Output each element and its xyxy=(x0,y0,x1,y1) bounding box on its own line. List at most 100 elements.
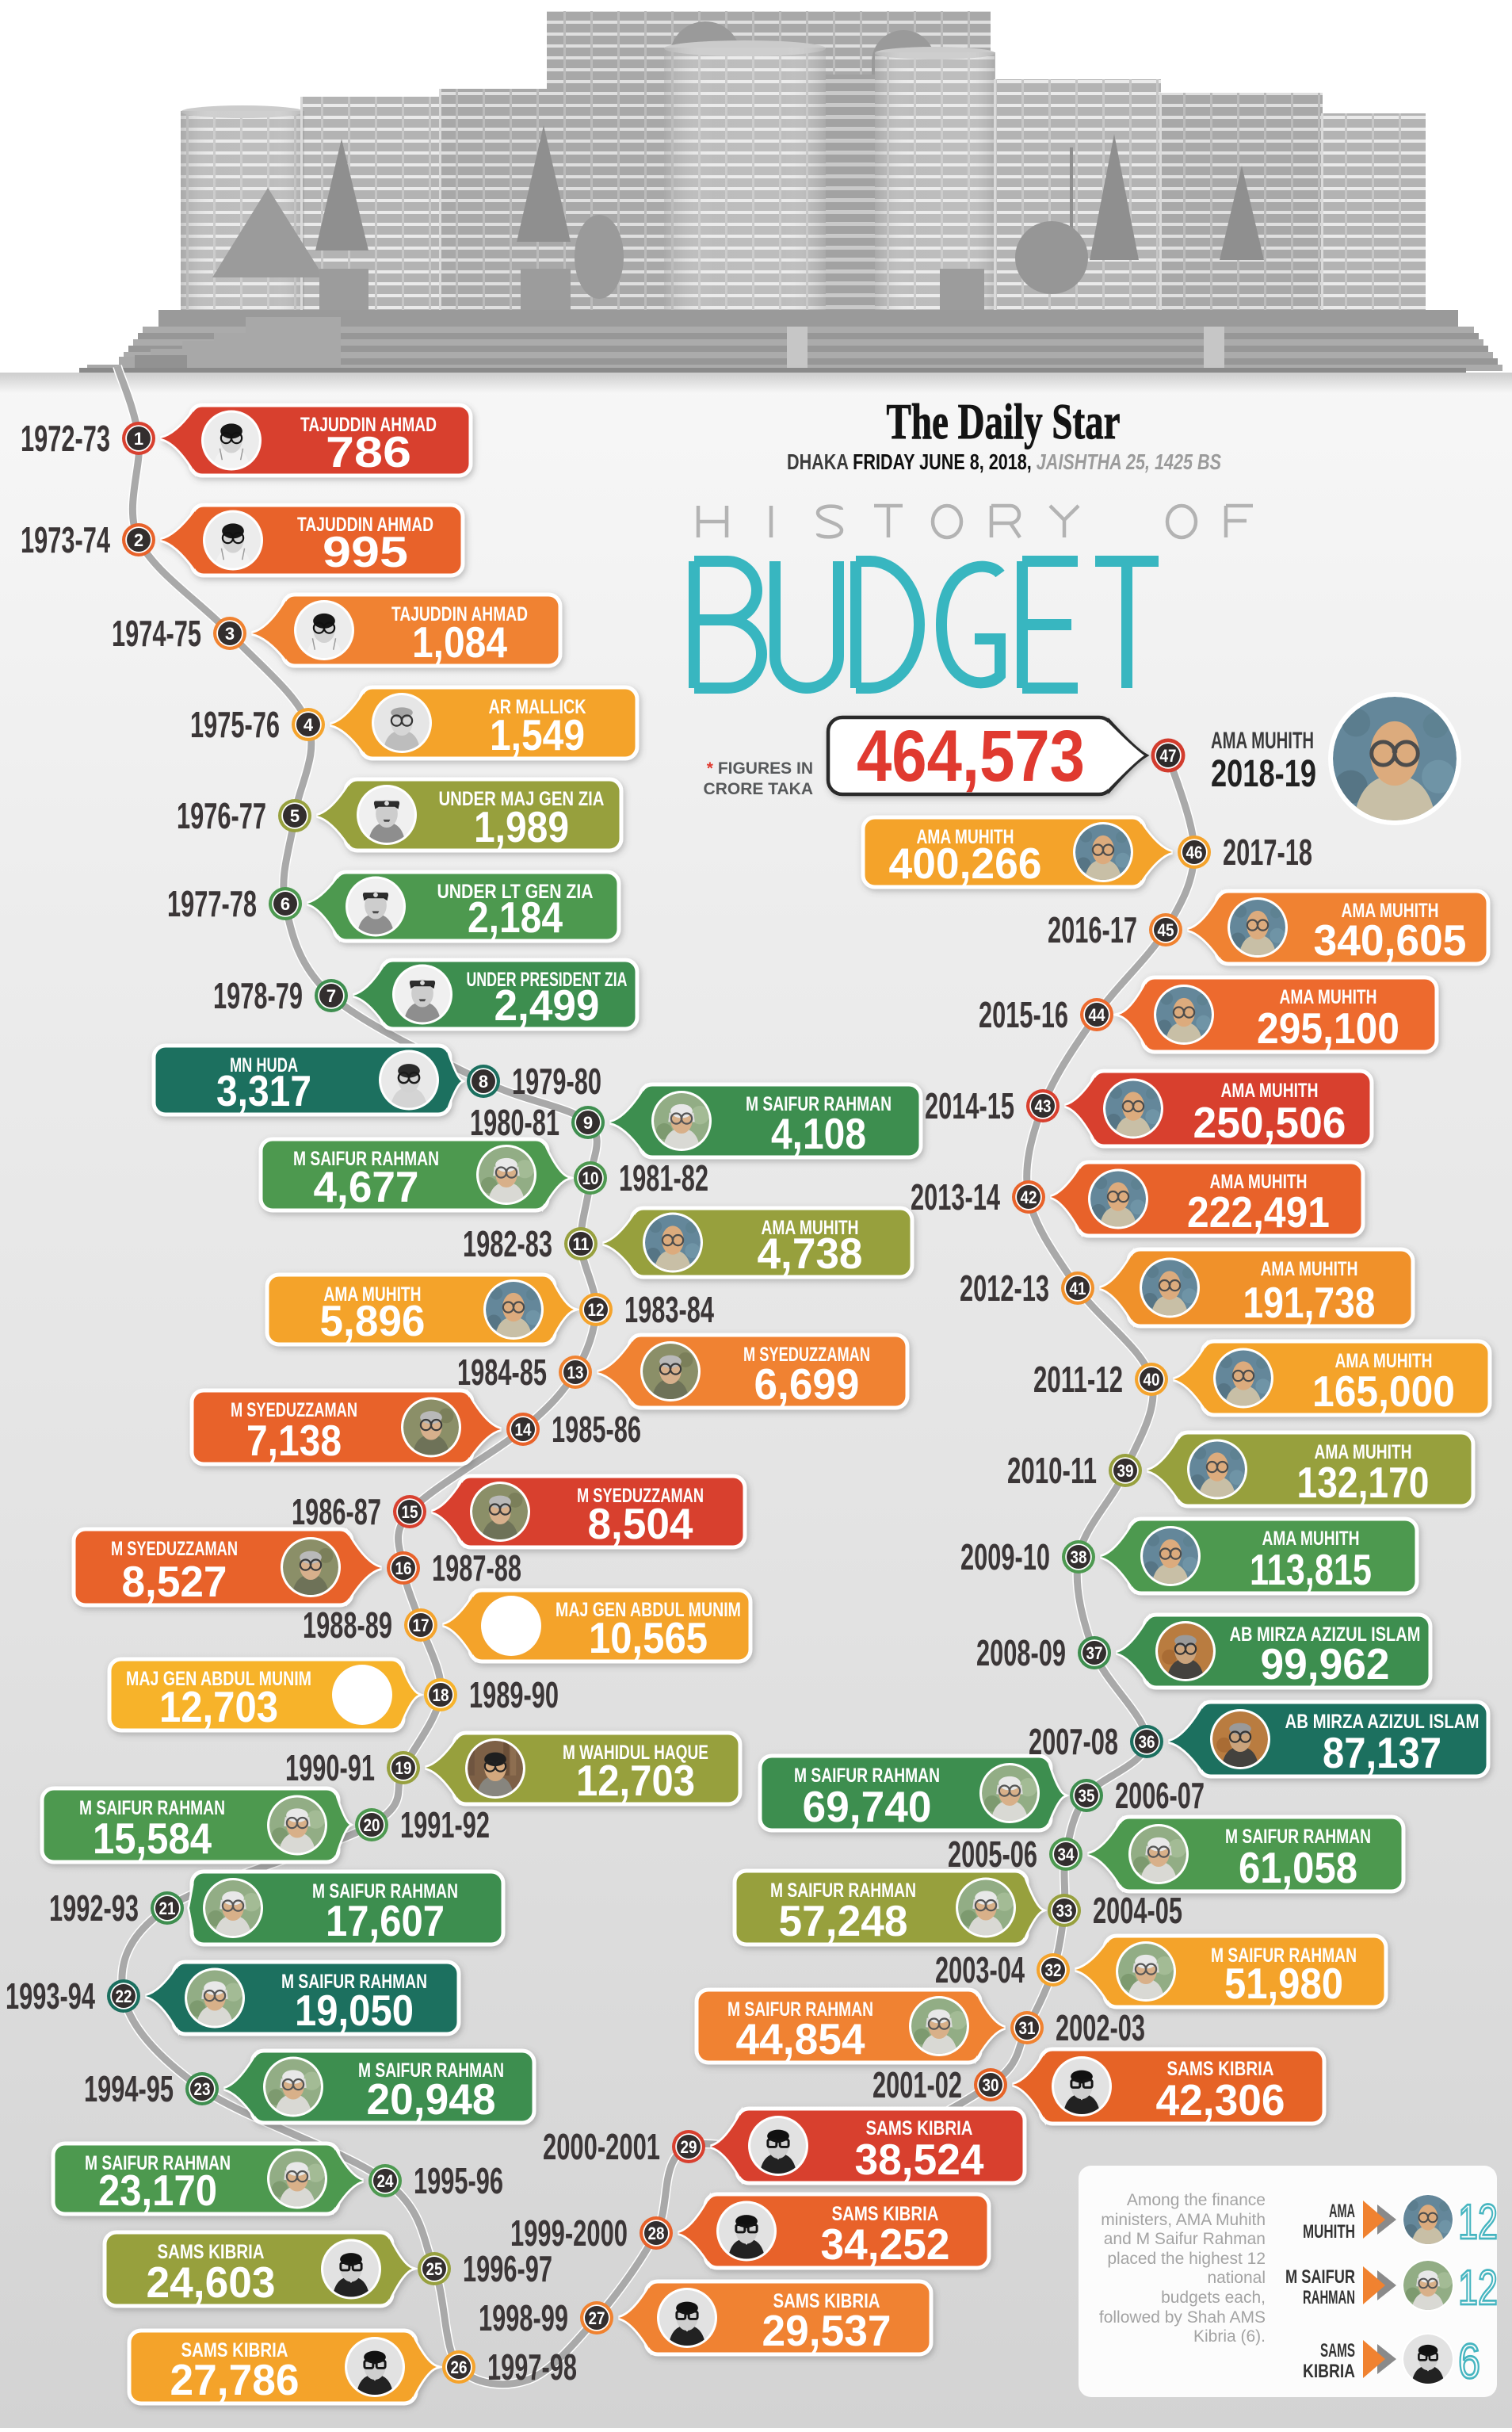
svg-text:M SAIFUR RAHMAN: M SAIFUR RAHMAN xyxy=(794,1765,940,1787)
svg-text:2005-06: 2005-06 xyxy=(948,1834,1037,1875)
svg-text:1981-82: 1981-82 xyxy=(619,1157,708,1199)
svg-text:2004-05: 2004-05 xyxy=(1093,1890,1182,1931)
svg-text:TAJUDDIN AHMAD: TAJUDDIN AHMAD xyxy=(297,514,433,536)
svg-text:MAJ GEN ABDUL MUNIM: MAJ GEN ABDUL MUNIM xyxy=(126,1668,311,1690)
svg-text:ministers, AMA Muhith: ministers, AMA Muhith xyxy=(1101,2211,1266,2229)
svg-text:1986-87: 1986-87 xyxy=(292,1491,381,1532)
svg-text:1992-93: 1992-93 xyxy=(49,1887,139,1929)
svg-text:1976-77: 1976-77 xyxy=(177,795,266,836)
svg-text:1998-99: 1998-99 xyxy=(479,2297,568,2338)
svg-text:12: 12 xyxy=(588,1300,605,1320)
svg-text:34,252: 34,252 xyxy=(821,2220,950,2269)
svg-text:M SAIFUR RAHMAN: M SAIFUR RAHMAN xyxy=(727,1998,873,2021)
svg-text:995: 995 xyxy=(323,527,408,576)
svg-text:2013-14: 2013-14 xyxy=(911,1176,1000,1218)
svg-text:1973-74: 1973-74 xyxy=(21,519,110,560)
svg-text:12,703: 12,703 xyxy=(576,1756,695,1805)
svg-text:1991-92: 1991-92 xyxy=(400,1804,490,1845)
svg-text:placed the highest 12: placed the highest 12 xyxy=(1107,2250,1266,2268)
svg-text:15,584: 15,584 xyxy=(93,1814,212,1863)
svg-text:340,605: 340,605 xyxy=(1314,916,1467,965)
svg-text:UNDER PRESIDENT ZIA: UNDER PRESIDENT ZIA xyxy=(467,969,628,991)
svg-text:M SAIFUR RAHMAN: M SAIFUR RAHMAN xyxy=(1211,1944,1357,1967)
svg-text:14: 14 xyxy=(515,1420,533,1440)
svg-text:7: 7 xyxy=(326,986,336,1006)
svg-text:UNDER LT GEN ZIA: UNDER LT GEN ZIA xyxy=(437,881,594,903)
svg-text:2008-09: 2008-09 xyxy=(976,1632,1066,1673)
svg-text:followed by Shah AMS: followed by Shah AMS xyxy=(1099,2308,1266,2327)
svg-text:1994-95: 1994-95 xyxy=(84,2068,174,2109)
svg-text:1980-81: 1980-81 xyxy=(470,1102,559,1143)
svg-text:20,948: 20,948 xyxy=(367,2074,496,2124)
svg-text:69,740: 69,740 xyxy=(803,1782,932,1831)
svg-text:34: 34 xyxy=(1058,1845,1075,1864)
svg-text:295,100: 295,100 xyxy=(1257,1004,1399,1053)
svg-text:M SAIFUR RAHMAN: M SAIFUR RAHMAN xyxy=(770,1879,916,1902)
svg-text:4: 4 xyxy=(304,715,314,735)
svg-text:20: 20 xyxy=(364,1815,380,1835)
svg-text:5,896: 5,896 xyxy=(320,1296,426,1345)
svg-text:1989-90: 1989-90 xyxy=(469,1674,559,1715)
svg-text:8: 8 xyxy=(479,1072,488,1092)
svg-text:18: 18 xyxy=(433,1685,449,1705)
svg-text:SAMS KIBRIA: SAMS KIBRIA xyxy=(1167,2058,1274,2080)
svg-text:AMA MUHITH: AMA MUHITH xyxy=(1342,900,1439,922)
svg-text:M WAHIDUL HAQUE: M WAHIDUL HAQUE xyxy=(563,1742,708,1764)
svg-text:MN HUDA: MN HUDA xyxy=(230,1054,298,1076)
svg-text:4,677: 4,677 xyxy=(314,1162,419,1211)
svg-text:UNDER MAJ GEN ZIA: UNDER MAJ GEN ZIA xyxy=(439,788,605,810)
svg-text:30: 30 xyxy=(983,2075,999,2095)
svg-text:1997-98: 1997-98 xyxy=(487,2346,577,2388)
svg-text:21: 21 xyxy=(159,1899,176,1918)
svg-text:budgets each,: budgets each, xyxy=(1161,2289,1266,2307)
svg-text:1985-86: 1985-86 xyxy=(552,1409,641,1450)
svg-text:15: 15 xyxy=(402,1502,418,1522)
svg-text:42,306: 42,306 xyxy=(1156,2075,1285,2124)
svg-text:M SAIFUR RAHMAN: M SAIFUR RAHMAN xyxy=(746,1093,892,1115)
svg-text:Kibria (6).: Kibria (6). xyxy=(1193,2327,1266,2346)
svg-text:2,184: 2,184 xyxy=(468,893,563,942)
svg-text:464,573: 464,573 xyxy=(857,716,1085,797)
svg-text:M SYEDUZZAMAN: M SYEDUZZAMAN xyxy=(577,1485,704,1507)
svg-text:M SAIFUR RAHMAN: M SAIFUR RAHMAN xyxy=(281,1971,427,1993)
svg-text:32: 32 xyxy=(1045,1960,1062,1980)
svg-text:The Daily Star: The Daily Star xyxy=(887,394,1121,449)
svg-text:1983-84: 1983-84 xyxy=(624,1289,714,1330)
svg-text:2000-2001: 2000-2001 xyxy=(543,2126,660,2167)
svg-text:10: 10 xyxy=(582,1168,599,1188)
svg-text:165,000: 165,000 xyxy=(1312,1367,1455,1416)
svg-text:191,738: 191,738 xyxy=(1243,1278,1376,1327)
svg-text:28: 28 xyxy=(648,2224,665,2243)
svg-text:44: 44 xyxy=(1089,1005,1106,1025)
svg-text:1995-96: 1995-96 xyxy=(414,2160,503,2201)
svg-text:KIBRIA: KIBRIA xyxy=(1303,2361,1355,2382)
svg-text:M SYEDUZZAMAN: M SYEDUZZAMAN xyxy=(743,1344,870,1366)
svg-text:31: 31 xyxy=(1019,2018,1036,2038)
svg-text:2006-07: 2006-07 xyxy=(1115,1775,1205,1816)
svg-text:CRORE TAKA: CRORE TAKA xyxy=(704,780,813,798)
svg-text:61,058: 61,058 xyxy=(1239,1843,1357,1892)
svg-text:1,084: 1,084 xyxy=(412,618,507,667)
svg-text:6: 6 xyxy=(1458,2334,1480,2389)
svg-text:99,962: 99,962 xyxy=(1261,1639,1390,1688)
svg-text:2012-13: 2012-13 xyxy=(960,1268,1049,1309)
svg-text:2011-12: 2011-12 xyxy=(1033,1359,1123,1400)
svg-text:24,603: 24,603 xyxy=(147,2258,276,2307)
svg-text:2009-10: 2009-10 xyxy=(960,1536,1050,1577)
svg-text:42: 42 xyxy=(1021,1187,1037,1207)
svg-text:TAJUDDIN AHMAD: TAJUDDIN AHMAD xyxy=(300,414,437,436)
svg-text:40: 40 xyxy=(1144,1370,1160,1390)
svg-text:1982-83: 1982-83 xyxy=(463,1223,552,1264)
svg-text:17: 17 xyxy=(413,1616,430,1635)
svg-text:24: 24 xyxy=(377,2171,395,2191)
svg-text:M SAIFUR: M SAIFUR xyxy=(1285,2266,1355,2288)
svg-text:19,050: 19,050 xyxy=(295,1986,414,2035)
svg-text:10,565: 10,565 xyxy=(589,1613,708,1662)
svg-text:29: 29 xyxy=(681,2137,697,2157)
svg-text:M SYEDUZZAMAN: M SYEDUZZAMAN xyxy=(111,1538,238,1560)
svg-text:250,506: 250,506 xyxy=(1193,1098,1346,1147)
svg-text:113,815: 113,815 xyxy=(1250,1545,1372,1594)
svg-text:3,317: 3,317 xyxy=(216,1066,311,1115)
svg-text:132,170: 132,170 xyxy=(1297,1458,1430,1507)
svg-text:2003-04: 2003-04 xyxy=(935,1949,1025,1990)
